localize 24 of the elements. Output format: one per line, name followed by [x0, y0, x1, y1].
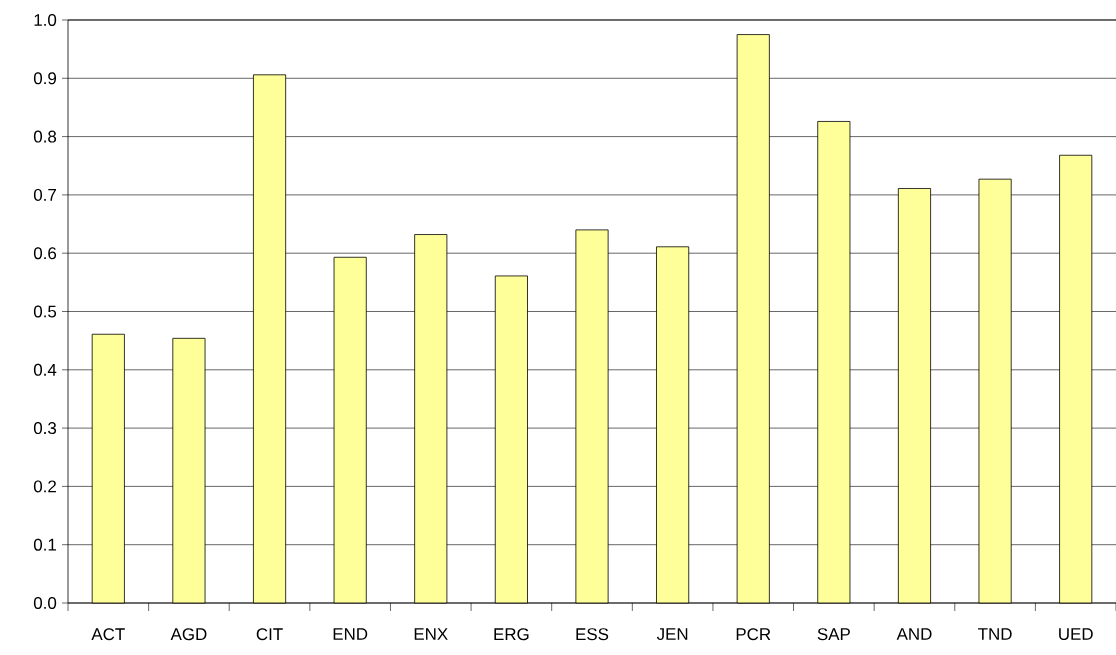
x-tick-label: ESS [576, 628, 609, 641]
y-tick-label: 0.3 [33, 422, 57, 435]
x-tick-label: ERG [494, 628, 529, 641]
y-tick-label: 0.7 [33, 188, 56, 201]
y-tick-label: 0.2 [33, 480, 56, 493]
y-tick-label: 0.4 [33, 363, 57, 376]
x-tick-label: JEN [656, 628, 688, 640]
y-tick-label: 0.9 [33, 72, 57, 85]
x-tick-label: AGD [170, 628, 207, 641]
x-tick-label: ENX [414, 628, 448, 640]
x-tick-label: END [333, 628, 368, 640]
y-tick-label: 0.5 [33, 305, 57, 318]
x-tick-label: CIT [256, 628, 283, 641]
y-tick-label: 0.0 [33, 597, 57, 609]
y-tick-label: 0.6 [33, 247, 57, 260]
y-tick-label: 0.1 [33, 538, 56, 551]
x-tick-label: AND [896, 628, 932, 640]
x-tick-label: SAP [817, 628, 850, 641]
y-tick-label: 0.8 [33, 130, 57, 143]
x-tick-label: UED [1059, 628, 1093, 640]
x-tick-label: TND [978, 628, 1012, 640]
y-tick-label: 1.0 [34, 14, 57, 26]
x-tick-label: ACT [91, 628, 125, 641]
x-tick-label: PCR [736, 628, 771, 641]
